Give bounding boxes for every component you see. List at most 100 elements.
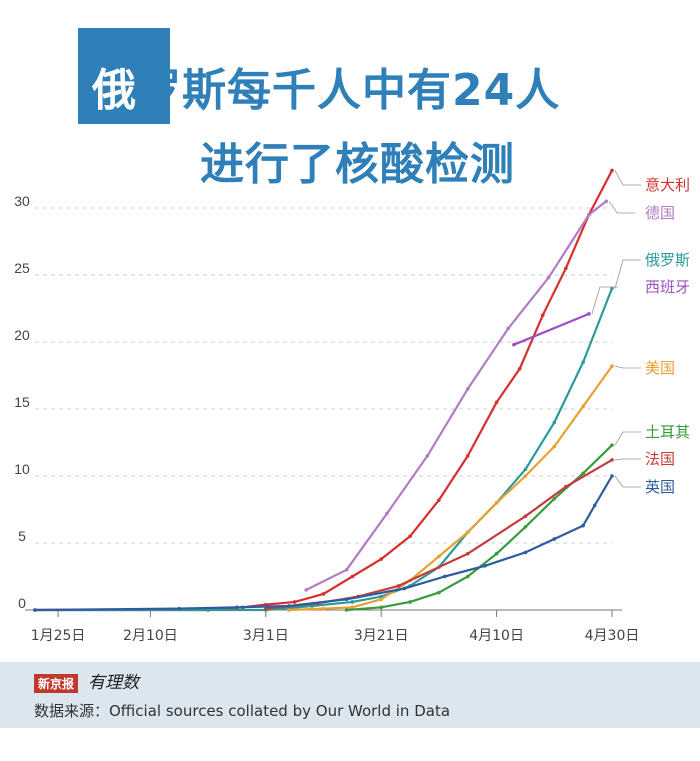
series-point bbox=[587, 212, 591, 217]
legend-leader bbox=[614, 365, 641, 369]
legend-label: 土耳其 bbox=[645, 423, 690, 441]
series-point bbox=[604, 199, 609, 204]
series-point bbox=[523, 474, 528, 478]
series-point bbox=[465, 387, 470, 391]
series-point bbox=[494, 501, 499, 505]
y-tick-label: 5 bbox=[18, 528, 26, 544]
series-point bbox=[344, 568, 349, 572]
series-point bbox=[610, 168, 614, 173]
publisher-logo: 新京报 bbox=[34, 674, 79, 693]
series-point bbox=[408, 534, 412, 539]
series-point bbox=[610, 458, 614, 462]
series-point bbox=[408, 600, 412, 604]
title-line-2: 进行了核酸检测 bbox=[200, 139, 515, 190]
series-point bbox=[523, 525, 528, 529]
footer: 新京报 有理数 数据来源：Official sources collated b… bbox=[0, 662, 700, 728]
y-tick-label: 20 bbox=[14, 327, 30, 343]
legend-leader bbox=[608, 201, 636, 214]
y-tick-label: 30 bbox=[14, 193, 30, 209]
legend-leader bbox=[614, 431, 641, 446]
series-point bbox=[506, 326, 510, 331]
series-point bbox=[523, 550, 528, 555]
series-point bbox=[321, 592, 326, 596]
series-point bbox=[483, 563, 487, 568]
series-line-意大利 bbox=[35, 169, 613, 612]
data-source-note: 数据来源：Official sources collated by Our Wo… bbox=[34, 702, 451, 720]
x-tick-label: 4月10日 bbox=[469, 628, 524, 644]
series-line-美国 bbox=[288, 365, 613, 612]
legend-label: 法国 bbox=[645, 450, 675, 468]
series-point bbox=[292, 600, 297, 604]
series-point bbox=[610, 286, 614, 291]
series-point bbox=[610, 443, 614, 447]
series-point bbox=[437, 498, 441, 502]
legend-leader bbox=[614, 170, 641, 186]
legend-leader bbox=[614, 458, 641, 461]
y-tick-label: 25 bbox=[14, 260, 30, 276]
series-point bbox=[350, 574, 355, 579]
series-point bbox=[287, 608, 291, 612]
series-point bbox=[396, 584, 401, 588]
series-point bbox=[546, 275, 551, 280]
x-tick-label: 4月30日 bbox=[585, 628, 640, 644]
series-point bbox=[581, 404, 585, 409]
series-point bbox=[344, 597, 349, 602]
series-point bbox=[523, 514, 528, 518]
x-tick-label: 1月25日 bbox=[31, 628, 86, 644]
series-point bbox=[465, 551, 470, 556]
series-point bbox=[321, 606, 326, 611]
series-point bbox=[552, 496, 557, 501]
series-point bbox=[465, 574, 470, 579]
column-logo: 有理数 bbox=[88, 673, 139, 693]
series-point bbox=[564, 484, 568, 489]
series-line-法国 bbox=[265, 458, 613, 610]
series-point bbox=[494, 400, 499, 405]
series-point bbox=[564, 266, 568, 271]
series-point bbox=[33, 608, 37, 612]
series-line-俄罗斯 bbox=[35, 287, 614, 612]
series-point bbox=[512, 342, 516, 347]
series-point bbox=[592, 503, 597, 508]
series-point bbox=[379, 597, 384, 602]
series-point bbox=[581, 471, 585, 476]
series-point bbox=[379, 557, 384, 561]
series-point bbox=[379, 605, 384, 610]
title-first-char: 俄 bbox=[92, 65, 137, 116]
series-point bbox=[304, 588, 308, 592]
series-point bbox=[350, 600, 355, 604]
series-point bbox=[264, 606, 268, 611]
series-point bbox=[344, 608, 349, 612]
line-chart: 0 5 10 15 20 25 30 1月25日 2月10日 3月1日 3月21日 4月10日 4月30… bbox=[14, 168, 690, 644]
legend-leader bbox=[614, 475, 641, 488]
series-point bbox=[402, 586, 407, 591]
x-tick-label: 2月10日 bbox=[123, 628, 178, 644]
y-tick-label: 15 bbox=[14, 394, 30, 410]
series-point bbox=[581, 523, 585, 528]
x-tick-label: 3月1日 bbox=[243, 628, 289, 644]
legend-leader bbox=[614, 259, 641, 289]
series-point bbox=[517, 367, 522, 371]
series-point bbox=[385, 511, 389, 516]
series-point bbox=[177, 606, 182, 611]
series-point bbox=[552, 537, 557, 541]
legend-label: 西班牙 bbox=[645, 278, 690, 296]
series-point bbox=[610, 364, 614, 368]
series-point bbox=[465, 530, 470, 535]
series-point bbox=[540, 313, 545, 318]
y-tick-label: 0 bbox=[18, 595, 26, 611]
series-point bbox=[587, 312, 591, 316]
series-point bbox=[523, 467, 528, 472]
legend-label: 意大利 bbox=[645, 176, 690, 194]
legend-label: 俄罗斯 bbox=[645, 251, 690, 269]
title-line-1-rest: 罗斯每千人中有24人 bbox=[137, 65, 561, 116]
series-point bbox=[437, 554, 441, 559]
series-point bbox=[350, 605, 355, 610]
series-line-西班牙 bbox=[513, 312, 590, 346]
series-point bbox=[581, 360, 585, 364]
series-point bbox=[552, 444, 557, 449]
x-tick-label: 3月21日 bbox=[354, 628, 409, 644]
title-line-1: 俄罗斯每千人中有24人 bbox=[92, 54, 560, 118]
series-point bbox=[437, 590, 441, 595]
series-line-土耳其 bbox=[346, 444, 613, 612]
series-point bbox=[465, 454, 470, 458]
